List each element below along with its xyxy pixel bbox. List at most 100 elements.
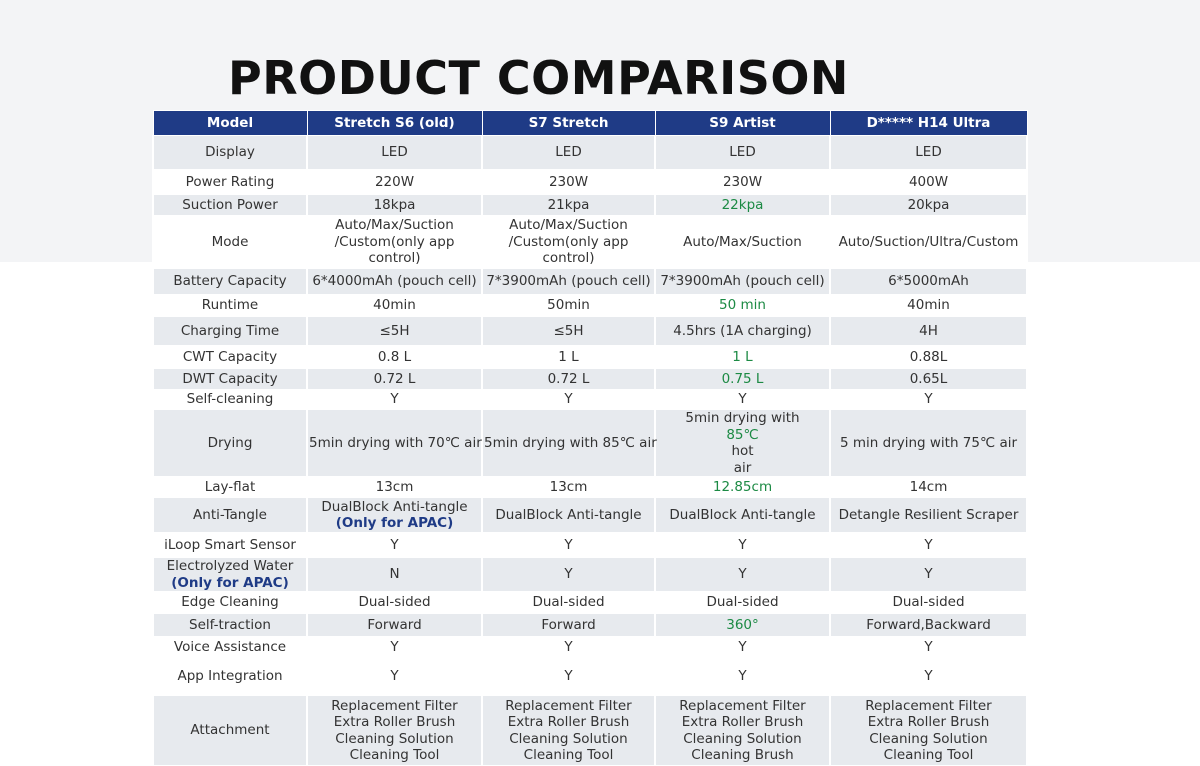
cell-s7: Y xyxy=(481,636,656,658)
cell-line: Extra Roller Brush xyxy=(867,714,990,730)
row-self-cleaning: Self-cleaning Y Y Y Y xyxy=(152,389,1028,410)
row-label: Attachment xyxy=(152,695,308,766)
cell-s6: 13cm xyxy=(306,476,483,498)
row-label: Power Rating xyxy=(152,169,308,195)
row-runtime: Runtime 40min 50min 50 min 40min xyxy=(152,294,1028,317)
cell-s9: 0.75 L xyxy=(654,368,831,390)
cell-s9: Y xyxy=(654,389,831,410)
cell-h14: 40min xyxy=(829,294,1028,317)
row-label: Voice Assistance xyxy=(152,636,308,658)
cell-s6: N xyxy=(306,557,483,592)
cell-line: control) xyxy=(368,250,421,267)
cell-s9: 1 L xyxy=(654,345,831,369)
row-label: Edge Cleaning xyxy=(152,591,308,614)
cell-h14: 6*5000mAh xyxy=(829,268,1028,295)
cell-line: Cleaning Tool xyxy=(349,747,440,763)
cell-line: control) xyxy=(542,250,595,267)
row-label: Mode xyxy=(152,215,308,269)
cell-s6: 18kpa xyxy=(306,194,483,216)
cell-s7: 13cm xyxy=(481,476,656,498)
row-mode: Mode Auto/Max/Suction /Custom(only app c… xyxy=(152,215,1028,269)
cell-line: Extra Roller Brush xyxy=(507,714,630,730)
cell-line: Cleaning Solution xyxy=(335,730,454,747)
cell-s6: 0.8 L xyxy=(306,345,483,369)
cell-h14: Replacement Filter Extra Roller Brush Cl… xyxy=(829,695,1028,766)
cell-s6: Forward xyxy=(306,613,483,637)
cell-h14: 0.88L xyxy=(829,345,1028,369)
cell-h14: 400W xyxy=(829,169,1028,195)
cell-h14: 14cm xyxy=(829,476,1028,498)
row-iloop-sensor: iLoop Smart Sensor Y Y Y Y xyxy=(152,532,1028,558)
cell-h14: Y xyxy=(829,657,1028,696)
cell-s7: ≤5H xyxy=(481,316,656,346)
row-label: App Integration xyxy=(152,657,308,696)
cell-s6: 40min xyxy=(306,294,483,317)
row-label: Runtime xyxy=(152,294,308,317)
header-h14: D***** H14 Ultra xyxy=(829,110,1028,136)
cell-s7: 5min drying with 85℃ air xyxy=(481,409,657,477)
cell-s9: Y xyxy=(654,557,831,592)
row-label: iLoop Smart Sensor xyxy=(152,532,308,558)
cell-s9: 12.85cm xyxy=(654,476,831,498)
cell-s9: 4.5hrs (1A charging) xyxy=(654,316,831,346)
header-s6: Stretch S6 (old) xyxy=(306,110,483,136)
cell-s7: Y xyxy=(481,657,656,696)
cell-s6: Y xyxy=(306,389,483,410)
row-edge-cleaning: Edge Cleaning Dual-sided Dual-sided Dual… xyxy=(152,591,1028,614)
cell-s7: 1 L xyxy=(481,345,656,369)
cell-s7: LED xyxy=(481,135,656,170)
cell-line: Replacement Filter xyxy=(505,697,632,714)
row-label: Electrolyzed Water (Only for APAC) xyxy=(152,557,308,592)
cell-h14: 0.65L xyxy=(829,368,1028,390)
cell-s6: Y xyxy=(306,636,483,658)
drying-text: 5min drying with xyxy=(685,410,800,426)
row-lay-flat: Lay-flat 13cm 13cm 12.85cm 14cm xyxy=(152,476,1028,498)
cell-s9: 50 min xyxy=(654,294,831,317)
comparison-table: Model Stretch S6 (old) S7 Stretch S9 Art… xyxy=(152,110,1028,766)
row-self-traction: Self-traction Forward Forward 360° Forwa… xyxy=(152,613,1028,637)
cell-s7: Auto/Max/Suction /Custom(only app contro… xyxy=(481,215,656,269)
row-drying: Drying 5min drying with 70℃ air 5min dry… xyxy=(152,409,1028,477)
header-row: Model Stretch S6 (old) S7 Stretch S9 Art… xyxy=(152,110,1028,136)
row-label: Charging Time xyxy=(152,316,308,346)
apac-note: (Only for APAC) xyxy=(335,515,454,531)
cell-s9: Auto/Max/Suction xyxy=(654,215,831,269)
cell-s7: Replacement Filter Extra Roller Brush Cl… xyxy=(481,695,656,766)
cell-s9: 230W xyxy=(654,169,831,195)
row-label: Self-cleaning xyxy=(152,389,308,410)
row-charging-time: Charging Time ≤5H ≤5H 4.5hrs (1A chargin… xyxy=(152,316,1028,346)
row-suction-power: Suction Power 18kpa 21kpa 22kpa 20kpa xyxy=(152,194,1028,216)
cell-h14: Y xyxy=(829,557,1028,592)
drying-temp-highlight: 85℃ xyxy=(726,426,759,443)
cell-s9: 22kpa xyxy=(654,194,831,216)
cell-s7: 21kpa xyxy=(481,194,656,216)
row-power-rating: Power Rating 220W 230W 230W 400W xyxy=(152,169,1028,195)
cell-line: Cleaning Solution xyxy=(869,730,988,747)
header-s7: S7 Stretch xyxy=(481,110,656,136)
row-label: Self-traction xyxy=(152,613,308,637)
cell-line: DualBlock Anti-tangle xyxy=(321,498,468,515)
cell-s7: Y xyxy=(481,557,656,592)
cell-s6: Y xyxy=(306,657,483,696)
cell-s6: DualBlock Anti-tangle (Only for APAC) xyxy=(306,497,483,533)
cell-h14: Dual-sided xyxy=(829,591,1028,614)
row-label: DWT Capacity xyxy=(152,368,308,390)
row-label: Lay-flat xyxy=(152,476,308,498)
cell-s9: Replacement Filter Extra Roller Brush Cl… xyxy=(654,695,831,766)
row-dwt-capacity: DWT Capacity 0.72 L 0.72 L 0.75 L 0.65L xyxy=(152,368,1028,390)
row-label: Drying xyxy=(152,409,308,477)
cell-s9: 7*3900mAh (pouch cell) xyxy=(654,268,831,295)
cell-line: Cleaning Tool xyxy=(883,747,974,763)
row-label: Anti-Tangle xyxy=(152,497,308,533)
cell-h14: Detangle Resilient Scraper xyxy=(829,497,1028,533)
cell-s7: 230W xyxy=(481,169,656,195)
cell-line: Replacement Filter xyxy=(331,697,458,714)
cell-s7: 7*3900mAh (pouch cell) xyxy=(481,268,656,295)
cell-s9: Y xyxy=(654,636,831,658)
row-label: Suction Power xyxy=(152,194,308,216)
cell-h14: Y xyxy=(829,532,1028,558)
cell-s9: LED xyxy=(654,135,831,170)
cell-h14: Forward,Backward xyxy=(829,613,1028,637)
cell-line: Replacement Filter xyxy=(679,697,806,714)
row-battery-capacity: Battery Capacity 6*4000mAh (pouch cell) … xyxy=(152,268,1028,295)
